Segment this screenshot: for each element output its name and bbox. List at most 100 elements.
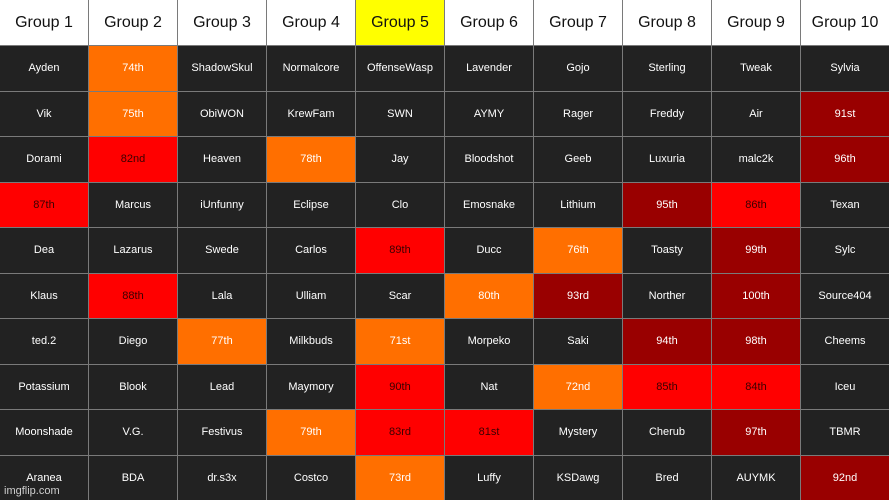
player-cell: Geeb: [534, 137, 622, 182]
player-cell: Diego: [89, 319, 177, 364]
placement-cell: 97th: [712, 410, 800, 455]
player-cell: Sylvia: [801, 46, 889, 91]
player-cell: Rager: [534, 91, 622, 136]
placement-cell: 80th: [445, 273, 533, 318]
player-cell: Marcus: [89, 182, 177, 227]
player-cell: Carlos: [267, 228, 355, 273]
placement-cell: 81st: [445, 410, 533, 455]
player-cell: Dorami: [0, 137, 88, 182]
header-group-8: Group 8: [623, 0, 711, 45]
player-cell: Mystery: [534, 410, 622, 455]
player-cell: dr.s3x: [178, 455, 266, 500]
placement-cell: 83rd: [356, 410, 444, 455]
player-cell: Source404: [801, 273, 889, 318]
player-cell: Bloodshot: [445, 137, 533, 182]
player-cell: Sylc: [801, 228, 889, 273]
placement-cell: 93rd: [534, 273, 622, 318]
player-cell: Ducc: [445, 228, 533, 273]
player-cell: Saki: [534, 319, 622, 364]
player-cell: Scar: [356, 273, 444, 318]
player-cell: Blook: [89, 364, 177, 409]
player-cell: Air: [712, 91, 800, 136]
player-cell: ObiWON: [178, 91, 266, 136]
player-cell: Lavender: [445, 46, 533, 91]
player-cell: Norther: [623, 273, 711, 318]
player-cell: Cheems: [801, 319, 889, 364]
player-cell: Festivus: [178, 410, 266, 455]
placement-cell: 85th: [623, 364, 711, 409]
player-cell: Jay: [356, 137, 444, 182]
player-cell: Aranea: [0, 455, 88, 500]
player-cell: Eclipse: [267, 182, 355, 227]
header-group-10: Group 10: [801, 0, 889, 45]
player-cell: iUnfunny: [178, 182, 266, 227]
player-cell: Heaven: [178, 137, 266, 182]
player-cell: Emosnake: [445, 182, 533, 227]
placement-cell: 79th: [267, 410, 355, 455]
placement-cell: 76th: [534, 228, 622, 273]
header-group-6: Group 6: [445, 0, 533, 45]
placement-cell: 87th: [0, 182, 88, 227]
player-cell: Lazarus: [89, 228, 177, 273]
player-cell: Luffy: [445, 455, 533, 500]
player-cell: KSDawg: [534, 455, 622, 500]
player-cell: Tweak: [712, 46, 800, 91]
placement-cell: 95th: [623, 182, 711, 227]
player-cell: Nat: [445, 364, 533, 409]
player-cell: Morpeko: [445, 319, 533, 364]
placement-cell: 88th: [89, 273, 177, 318]
placement-cell: 90th: [356, 364, 444, 409]
player-cell: Lead: [178, 364, 266, 409]
header-group-9: Group 9: [712, 0, 800, 45]
player-cell: Lithium: [534, 182, 622, 227]
placement-cell: 100th: [712, 273, 800, 318]
player-cell: OffenseWasp: [356, 46, 444, 91]
player-cell: Milkbuds: [267, 319, 355, 364]
player-cell: Sterling: [623, 46, 711, 91]
placement-cell: 71st: [356, 319, 444, 364]
placement-cell: 74th: [89, 46, 177, 91]
player-cell: Ulliam: [267, 273, 355, 318]
header-group-3: Group 3: [178, 0, 266, 45]
player-cell: Normalcore: [267, 46, 355, 91]
player-cell: Toasty: [623, 228, 711, 273]
placement-cell: 77th: [178, 319, 266, 364]
player-cell: SWN: [356, 91, 444, 136]
player-cell: Clo: [356, 182, 444, 227]
header-group-4: Group 4: [267, 0, 355, 45]
player-cell: Vik: [0, 91, 88, 136]
placement-cell: 75th: [89, 91, 177, 136]
placement-cell: 82nd: [89, 137, 177, 182]
watermark: imgflip.com: [4, 485, 60, 497]
placement-cell: 73rd: [356, 455, 444, 500]
placement-cell: 94th: [623, 319, 711, 364]
placement-cell: 86th: [712, 182, 800, 227]
player-cell: Freddy: [623, 91, 711, 136]
player-cell: Gojo: [534, 46, 622, 91]
player-cell: TBMR: [801, 410, 889, 455]
player-cell: Iceu: [801, 364, 889, 409]
header-group-5: Group 5: [356, 0, 444, 45]
player-cell: Costco: [267, 455, 355, 500]
placement-cell: 78th: [267, 137, 355, 182]
player-cell: KrewFam: [267, 91, 355, 136]
player-cell: Dea: [0, 228, 88, 273]
placement-cell: 98th: [712, 319, 800, 364]
player-cell: V.G.: [89, 410, 177, 455]
player-cell: Cherub: [623, 410, 711, 455]
player-cell: Bred: [623, 455, 711, 500]
player-cell: AYMY: [445, 91, 533, 136]
player-cell: Potassium: [0, 364, 88, 409]
player-cell: Texan: [801, 182, 889, 227]
header-group-7: Group 7: [534, 0, 622, 45]
player-cell: BDA: [89, 455, 177, 500]
player-cell: Swede: [178, 228, 266, 273]
player-cell: ted.2: [0, 319, 88, 364]
player-cell: Klaus: [0, 273, 88, 318]
player-cell: malc2k: [712, 137, 800, 182]
placement-cell: 99th: [712, 228, 800, 273]
player-cell: Luxuria: [623, 137, 711, 182]
placement-cell: 91st: [801, 91, 889, 136]
placement-cell: 96th: [801, 137, 889, 182]
